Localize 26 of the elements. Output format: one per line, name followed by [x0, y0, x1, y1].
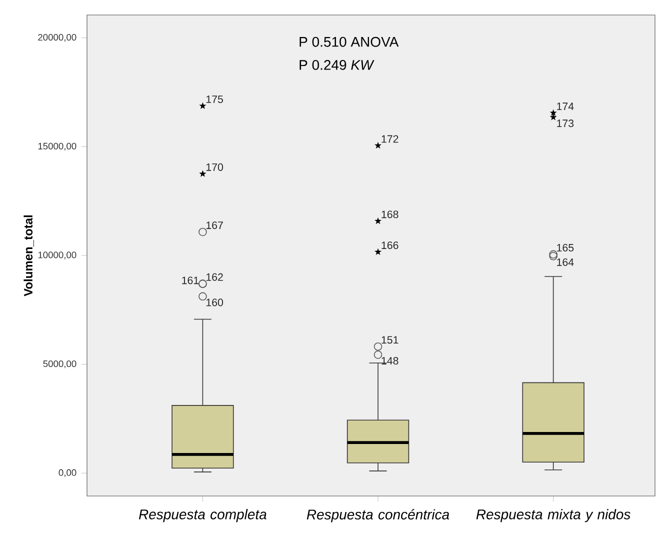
x-tick-label: Respuesta mixta y nidos	[476, 509, 630, 522]
annotation: 172	[382, 135, 398, 143]
y-tick-label: 10000,00	[38, 252, 76, 260]
x-tick-label: Respuesta concéntrica	[306, 509, 450, 522]
annotation: 165	[557, 244, 574, 252]
annotation: 166	[382, 242, 398, 250]
annotation: 148	[382, 357, 398, 365]
y-tick-label: 20000,00	[38, 34, 76, 42]
annotation: 151	[382, 336, 398, 344]
annotation: 168	[382, 210, 398, 218]
annotation: P 0.510 ANOVA	[300, 36, 399, 47]
x-tick-label: Respuesta completa	[138, 509, 266, 522]
annotation: 164	[557, 258, 574, 266]
annotation: 160	[206, 298, 224, 306]
y-axis-title: Volumen_total	[24, 215, 34, 296]
annotation: 162	[206, 273, 223, 281]
annotation: 170	[206, 163, 224, 171]
annotation: 161	[182, 276, 199, 284]
y-tick-label: 0,00	[58, 469, 76, 477]
annotation: P 0.249 KW	[300, 60, 374, 70]
y-tick-label: 5000,00	[43, 360, 76, 368]
y-tick-label: 15000,00	[38, 142, 76, 151]
annotation: 174	[557, 102, 574, 110]
annotation: 173	[557, 120, 574, 128]
annotation: 167	[206, 222, 223, 230]
annotation: 175	[206, 96, 223, 104]
